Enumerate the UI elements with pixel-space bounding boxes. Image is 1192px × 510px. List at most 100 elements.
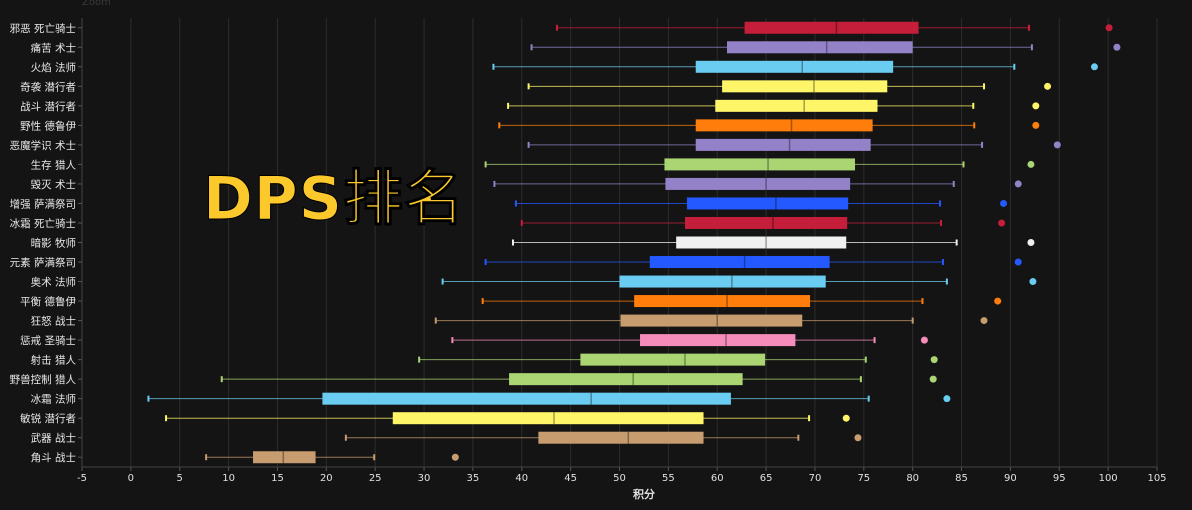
box-iqr [620, 314, 803, 327]
box-iqr [538, 431, 704, 444]
outlier-point[interactable] [1090, 63, 1098, 71]
box-iqr [649, 256, 830, 269]
y-tick-label: 敏锐 潜行者 [20, 412, 76, 425]
outlier-point[interactable] [451, 453, 459, 461]
outlier-point[interactable] [1014, 258, 1022, 266]
zoom-control-label[interactable]: Zoom [82, 0, 111, 8]
box-14[interactable] [481, 295, 1002, 308]
box-iqr [640, 334, 796, 347]
box-13[interactable] [441, 275, 1037, 288]
box-iqr [664, 158, 856, 171]
outlier-point[interactable] [943, 395, 951, 403]
boxes [147, 21, 1121, 464]
outlier-point[interactable] [1029, 278, 1037, 286]
box-6[interactable] [527, 138, 1061, 151]
x-tick-label: 15 [271, 473, 284, 484]
x-tick-label: 90 [1004, 473, 1017, 484]
box-iqr [686, 197, 849, 210]
box-iqr [695, 119, 873, 132]
x-tick-label: 80 [906, 473, 919, 484]
box-8[interactable] [493, 177, 1022, 190]
y-tick-label: 火焰 法师 [31, 61, 76, 74]
outlier-point[interactable] [854, 434, 862, 442]
box-5[interactable] [498, 119, 1040, 132]
box-2[interactable] [492, 60, 1098, 73]
box-iqr [715, 99, 878, 112]
box-19[interactable] [147, 392, 951, 405]
box-18[interactable] [220, 373, 937, 386]
box-16[interactable] [451, 334, 928, 347]
box-12[interactable] [484, 256, 1022, 269]
outlier-point[interactable] [1014, 180, 1022, 188]
box-9[interactable] [514, 197, 1008, 210]
box-iqr [392, 412, 704, 425]
box-10[interactable] [520, 216, 1006, 229]
box-21[interactable] [344, 431, 862, 444]
box-17[interactable] [418, 353, 938, 366]
y-tick-label: 奇袭 潜行者 [20, 80, 76, 93]
outlier-point[interactable] [1027, 160, 1035, 168]
y-tick-label: 恶魔学识 术士 [10, 139, 76, 152]
x-tick-label: 70 [809, 473, 822, 484]
outlier-point[interactable] [994, 297, 1002, 305]
x-tick-label: 85 [955, 473, 968, 484]
box-3[interactable] [527, 80, 1052, 93]
y-tick-label: 痛苦 术士 [31, 41, 76, 54]
box-iqr [744, 21, 919, 34]
y-tick-label: 冰霜 法师 [31, 393, 76, 406]
box-4[interactable] [507, 99, 1040, 112]
x-tick-label: 45 [564, 473, 577, 484]
outlier-point[interactable] [1113, 43, 1121, 51]
x-tick-label: 35 [467, 473, 480, 484]
x-tick-label: 60 [711, 473, 724, 484]
box-1[interactable] [530, 41, 1121, 54]
overlay-title: DPS排名 [203, 164, 465, 235]
box-11[interactable] [511, 236, 1035, 249]
y-tick-label: 增强 萨满祭司 [10, 197, 76, 210]
box-iqr [695, 138, 871, 151]
outlier-point[interactable] [980, 317, 988, 325]
outlier-point[interactable] [920, 336, 928, 344]
y-tick-label: 角斗 战士 [31, 451, 76, 464]
box-iqr [722, 80, 888, 93]
outlier-point[interactable] [930, 356, 938, 364]
x-axis: -5 0 5 10 15 20 25 30 35 40 45 50 55 60 65 70 75 80 85 90 95… [77, 466, 1167, 484]
x-tick-label: 20 [320, 473, 333, 484]
x-tick-label: 50 [613, 473, 626, 484]
outlier-point[interactable] [1032, 102, 1040, 110]
y-tick-label: 惩戒 圣骑士 [20, 334, 76, 347]
y-tick-label: 生存 猎人 [31, 158, 77, 171]
box-iqr [695, 60, 894, 73]
x-tick-label: 40 [515, 473, 528, 484]
outlier-point[interactable] [929, 375, 937, 383]
outlier-point[interactable] [1027, 239, 1035, 246]
box-iqr [509, 373, 743, 386]
y-tick-label: 野兽控制 猎人 [10, 373, 77, 386]
outlier-point[interactable] [1000, 199, 1008, 207]
box-iqr [322, 392, 731, 405]
box-0[interactable] [555, 21, 1113, 34]
outlier-point[interactable] [998, 219, 1006, 227]
box-15[interactable] [434, 314, 988, 327]
outlier-point[interactable] [1105, 24, 1113, 32]
outlier-point[interactable] [1053, 141, 1061, 149]
x-tick-label: 0 [128, 473, 134, 484]
box-7[interactable] [484, 158, 1035, 171]
y-tick-label: 野性 德鲁伊 [20, 119, 76, 132]
outlier-point[interactable] [1032, 121, 1040, 129]
box-iqr [665, 177, 851, 190]
outlier-point[interactable] [842, 414, 850, 422]
box-22[interactable] [205, 451, 459, 464]
y-tick-label: 毁灭 术士 [31, 178, 76, 191]
box-iqr [619, 275, 826, 288]
x-tick-label: -5 [77, 473, 87, 484]
y-tick-label: 战斗 潜行者 [20, 100, 76, 113]
box-iqr [580, 353, 766, 366]
outlier-point[interactable] [1044, 82, 1052, 90]
x-tick-label: 5 [177, 473, 183, 484]
box-20[interactable] [165, 412, 850, 425]
y-tick-label: 平衡 德鲁伊 [20, 295, 76, 308]
y-tick-label: 元素 萨满祭司 [10, 256, 76, 269]
x-tick-label: 55 [662, 473, 675, 484]
